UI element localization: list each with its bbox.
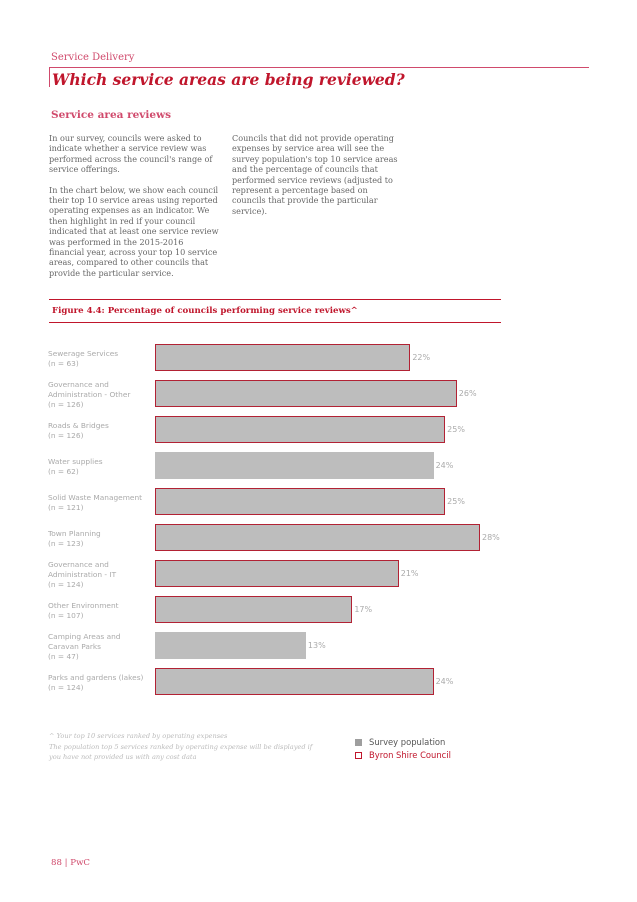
category-label-line: (n = 121) — [48, 502, 84, 512]
category-label: Governance and Administration - Other (n =… — [48, 380, 152, 410]
category-label: Town Planning (n = 123) — [48, 529, 152, 549]
category-label-line: Camping Areas and — [48, 631, 121, 641]
category-label-line: (n = 123) — [48, 538, 84, 548]
category-label: Roads & Bridges (n = 126) — [48, 421, 152, 441]
category-label-line: Town Planning — [48, 528, 101, 538]
legend-label-council: Byron Shire Council — [369, 750, 451, 760]
bar — [155, 668, 434, 695]
title-rule — [49, 67, 589, 68]
footnote-line-2: The population top 5 services ranked by … — [49, 742, 313, 751]
data-label: 25% — [447, 497, 465, 506]
legend-swatch-grey — [355, 738, 362, 746]
category-label: Other Environment (n = 107) — [48, 601, 152, 621]
bar — [155, 632, 306, 659]
data-label: 26% — [458, 389, 477, 398]
category-label: Water supplies (n = 62) — [48, 457, 152, 477]
category-label-line: Water supplies — [48, 456, 103, 466]
right-column: Councils that did not provide operating … — [232, 133, 400, 226]
legend-label-survey: Survey population — [369, 737, 446, 747]
data-label: 24% — [435, 461, 454, 470]
category-label: Camping Areas and Caravan Parks (n = 47) — [48, 632, 152, 662]
category-label-line: Solid Waste Management — [48, 492, 143, 502]
footnote-line-3: you have not provided us with any cost d… — [49, 753, 197, 761]
page-footer: 88 | PwC — [51, 858, 91, 868]
category-label: Governance and Administration - IT (n = 12… — [48, 560, 152, 590]
data-label: 22% — [412, 353, 431, 362]
category-label-line: Parks and gardens (lakes) — [48, 672, 144, 682]
bar — [155, 344, 411, 371]
data-label: 25% — [447, 425, 465, 434]
figure-bottom-rule — [49, 322, 501, 323]
category-label-line: (n = 107) — [48, 610, 84, 620]
bar — [155, 380, 457, 407]
category-label: Solid Waste Management (n = 121) — [48, 493, 152, 513]
data-label: 28% — [482, 533, 500, 542]
bar — [155, 524, 480, 551]
category-label-line: Governance and — [48, 559, 109, 569]
category-label: Sewerage Services (n = 63) — [48, 349, 152, 369]
legend-item-council: Byron Shire Council — [355, 749, 451, 761]
chart-legend: Survey population Byron Shire Council — [355, 736, 451, 762]
bar — [155, 560, 399, 587]
data-label: 13% — [307, 641, 326, 650]
category-label-line: (n = 124) — [48, 579, 84, 589]
bar — [155, 452, 434, 479]
left-column: In our survey, councils were asked to in… — [49, 133, 221, 288]
bar — [155, 416, 446, 443]
data-label: 24% — [435, 677, 454, 686]
category-label-line: Roads & Bridges — [48, 420, 109, 430]
category-label: Parks and gardens (lakes) (n = 124) — [48, 673, 152, 693]
category-label-line: (n = 63) — [48, 358, 79, 368]
left-paragraph-2: In the chart below, we show each council… — [49, 184, 219, 278]
right-paragraph-1: Councils that did not provide operating … — [232, 133, 398, 216]
figure-title: Figure 4.4: Percentage of councils perfo… — [52, 306, 358, 316]
bar — [155, 596, 353, 623]
category-label-line: Caravan Parks — [48, 641, 102, 651]
footnote: ^ Your top 10 services ranked by operati… — [49, 731, 349, 763]
category-label-line: (n = 124) — [48, 682, 84, 692]
footnote-line-1: ^ Your top 10 services ranked by operati… — [49, 732, 228, 740]
left-paragraph-1: In our survey, councils were asked to in… — [49, 133, 213, 175]
page-title: Which service areas are being reviewed? — [52, 70, 405, 89]
figure-top-rule — [49, 299, 501, 300]
data-label: 17% — [354, 605, 373, 614]
category-label-line: (n = 126) — [48, 399, 84, 409]
legend-item-survey: Survey population — [355, 736, 451, 748]
bar — [155, 488, 446, 515]
category-label-line: Other Environment — [48, 600, 119, 610]
section-label: Service Delivery — [51, 52, 135, 63]
category-label-line: (n = 47) — [48, 651, 79, 661]
category-label-line: Administration - Other — [48, 389, 131, 399]
data-label: 21% — [400, 569, 419, 578]
legend-swatch-red — [355, 751, 362, 759]
title-tick — [49, 67, 50, 87]
category-label-line: Governance and — [48, 379, 109, 389]
category-label-line: (n = 126) — [48, 430, 84, 440]
category-label-line: Administration - IT — [48, 569, 117, 579]
subheading: Service area reviews — [51, 109, 172, 121]
category-label-line: Sewerage Services — [48, 348, 119, 358]
category-label-line: (n = 62) — [48, 466, 79, 476]
